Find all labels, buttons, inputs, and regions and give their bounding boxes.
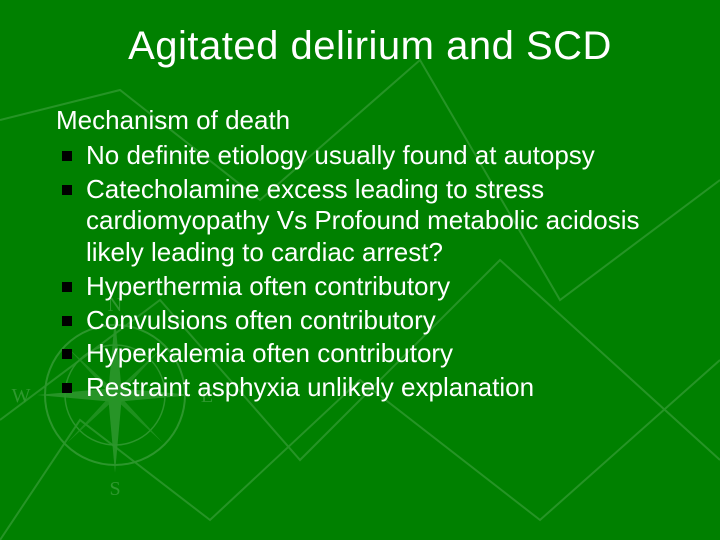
slide: Agitated delirium and SCD Mechanism of d… [0, 0, 720, 540]
bullet-list: No definite etiology usually found at au… [60, 140, 680, 404]
list-item: Convulsions often contributory [60, 305, 680, 337]
list-item: No definite etiology usually found at au… [60, 140, 680, 172]
slide-title: Agitated delirium and SCD [60, 24, 680, 69]
slide-subheading: Mechanism of death [56, 105, 680, 136]
list-item: Hyperthermia often contributory [60, 271, 680, 303]
list-item: Catecholamine excess leading to stress c… [60, 174, 680, 269]
list-item: Restraint asphyxia unlikely explanation [60, 372, 680, 404]
list-item: Hyperkalemia often contributory [60, 338, 680, 370]
